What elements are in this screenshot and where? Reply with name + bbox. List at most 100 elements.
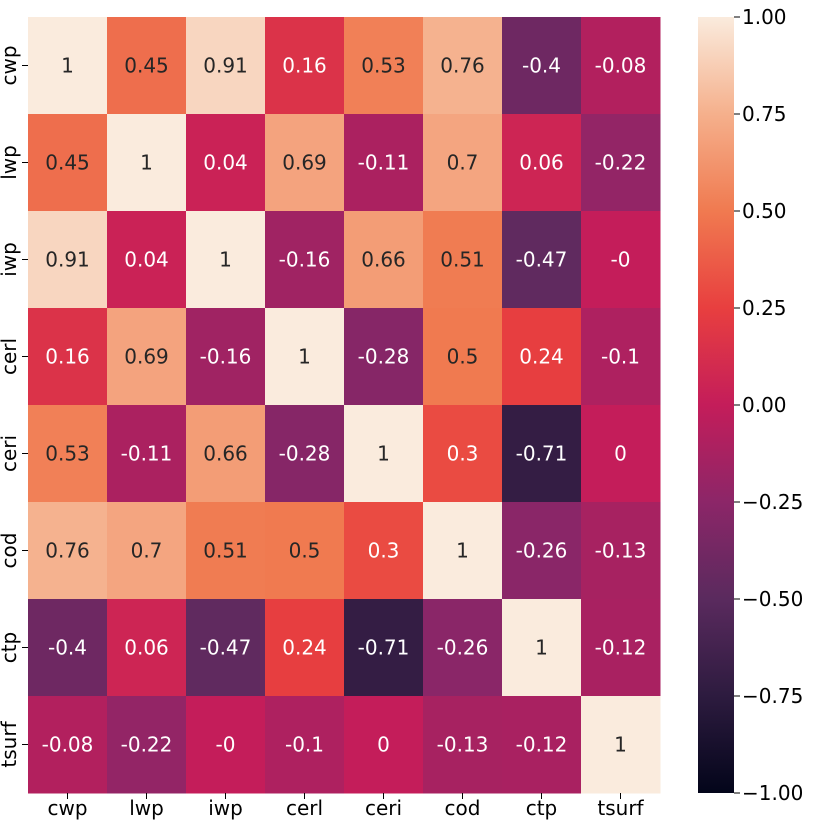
x-tick-label-ctp: ctp — [526, 796, 558, 820]
heatmap-cell-iwp-tsurf — [581, 211, 661, 309]
colorbar-gradient — [698, 17, 734, 793]
cell-label-cerl-cwp: 0.16 — [45, 345, 90, 369]
heatmap-cell-cod-cwp — [28, 502, 108, 600]
cell-label-ctp-cerl: 0.24 — [282, 636, 327, 660]
heatmap-cell-lwp-ceri — [344, 114, 424, 212]
cell-label-iwp-ctp: -0.47 — [516, 248, 568, 272]
cell-label-lwp-cerl: 0.69 — [282, 151, 327, 175]
cell-label-ctp-cwp: -0.4 — [48, 636, 87, 660]
x-tick-label-cerl: cerl — [286, 796, 323, 820]
y-tick-label-iwp: iwp — [0, 242, 21, 277]
heatmap-cell-tsurf-ceri — [344, 696, 424, 794]
heatmap-cell-lwp-cwp — [28, 114, 108, 212]
cell-label-cod-cod: 1 — [456, 539, 469, 563]
heatmap-cell-lwp-cerl — [265, 114, 345, 212]
heatmap-cell-iwp-iwp — [186, 211, 266, 309]
cell-label-cwp-cerl: 0.16 — [282, 54, 327, 78]
cell-label-cod-ctp: -0.26 — [516, 539, 568, 563]
heatmap-cell-ctp-cerl — [265, 599, 345, 697]
y-axis-tick-labels: cwp lwp iwp cerl ceri cod ctp tsurf — [0, 45, 28, 768]
heatmap-cell-cod-ceri — [344, 502, 424, 600]
x-tick-label-ceri: ceri — [365, 796, 402, 820]
cell-label-tsurf-cerl: -0.1 — [285, 733, 324, 757]
cell-label-cod-cerl: 0.5 — [289, 539, 321, 563]
heatmap-cell-tsurf-tsurf — [581, 696, 661, 794]
heatmap-cell-cwp-cod — [423, 17, 503, 115]
y-tick-label-ceri: ceri — [0, 435, 21, 472]
cell-label-tsurf-cod: -0.13 — [437, 733, 489, 757]
heatmap-cell-cerl-tsurf — [581, 308, 661, 406]
heatmap-cell-iwp-lwp — [107, 211, 187, 309]
heatmap-cell-ceri-ctp — [502, 405, 582, 503]
x-axis-tick-labels: cwp lwp iwp cerl ceri cod ctp tsurf — [47, 793, 645, 820]
cell-label-ceri-tsurf: 0 — [614, 442, 627, 466]
cell-label-ctp-ctp: 1 — [535, 636, 548, 660]
heatmap-cell-ceri-tsurf — [581, 405, 661, 503]
heatmap-cell-iwp-ctp — [502, 211, 582, 309]
cell-label-lwp-lwp: 1 — [140, 151, 153, 175]
y-tick-label-cerl: cerl — [0, 338, 21, 375]
heatmap-cell-cod-lwp — [107, 502, 187, 600]
heatmap-cell-ctp-cwp — [28, 599, 108, 697]
colorbar-tick-label: −0.75 — [742, 684, 803, 708]
cell-label-cod-ceri: 0.3 — [368, 539, 400, 563]
heatmap-cell-lwp-tsurf — [581, 114, 661, 212]
cell-label-cod-cwp: 0.76 — [45, 539, 90, 563]
cell-label-ctp-cod: -0.26 — [437, 636, 489, 660]
heatmap-cell-iwp-cwp — [28, 211, 108, 309]
heatmap-cell-lwp-lwp — [107, 114, 187, 212]
heatmap-cell-cerl-cwp — [28, 308, 108, 406]
heatmap-cell-iwp-ceri — [344, 211, 424, 309]
colorbar-tick-label: 0.00 — [742, 393, 787, 417]
cell-label-ctp-iwp: -0.47 — [200, 636, 252, 660]
heatmap-cell-cerl-ceri — [344, 308, 424, 406]
heatmap-cell-lwp-cod — [423, 114, 503, 212]
heatmap-cell-ctp-tsurf — [581, 599, 661, 697]
heatmap-cell-cwp-cerl — [265, 17, 345, 115]
cell-label-ctp-tsurf: -0.12 — [595, 636, 647, 660]
heatmap-cell-ctp-iwp — [186, 599, 266, 697]
cell-label-cerl-cod: 0.5 — [447, 345, 479, 369]
y-tick-label-ctp: ctp — [0, 632, 21, 664]
heatmap-cell-tsurf-lwp — [107, 696, 187, 794]
heatmap-cell-cerl-iwp — [186, 308, 266, 406]
cell-label-cwp-iwp: 0.91 — [203, 54, 248, 78]
x-tick-label-iwp: iwp — [208, 796, 243, 820]
y-tick-label-cod: cod — [0, 533, 21, 569]
cell-label-ceri-iwp: 0.66 — [203, 442, 248, 466]
cell-label-ceri-ceri: 1 — [377, 442, 390, 466]
colorbar-tick-label: 0.25 — [742, 296, 787, 320]
cell-label-lwp-cwp: 0.45 — [45, 151, 90, 175]
heatmap-cell-ceri-ceri — [344, 405, 424, 503]
heatmap-cell-ceri-lwp — [107, 405, 187, 503]
cell-label-cod-iwp: 0.51 — [203, 539, 248, 563]
cell-label-iwp-cod: 0.51 — [440, 248, 485, 272]
x-tick-label-cod: cod — [445, 796, 481, 820]
heatmap-cell-cwp-iwp — [186, 17, 266, 115]
heatmap-cell-lwp-ctp — [502, 114, 582, 212]
heatmap-cell-tsurf-cwp — [28, 696, 108, 794]
cell-label-iwp-ceri: 0.66 — [361, 248, 406, 272]
cell-label-lwp-iwp: 0.04 — [203, 151, 248, 175]
cell-label-cwp-tsurf: -0.08 — [595, 54, 647, 78]
cell-label-cwp-cod: 0.76 — [440, 54, 485, 78]
cell-label-cerl-cerl: 1 — [298, 345, 311, 369]
heatmap-cell-ctp-ctp — [502, 599, 582, 697]
colorbar-tick-label: 1.00 — [742, 5, 787, 29]
heatmap-cell-ctp-cod — [423, 599, 503, 697]
heatmap-cell-ceri-cwp — [28, 405, 108, 503]
cell-label-cod-tsurf: -0.13 — [595, 539, 647, 563]
cell-label-ctp-lwp: 0.06 — [124, 636, 169, 660]
heatmap-cell-tsurf-ctp — [502, 696, 582, 794]
heatmap-cell-cerl-lwp — [107, 308, 187, 406]
y-tick-label-lwp: lwp — [0, 145, 21, 180]
heatmap-cell-cwp-ctp — [502, 17, 582, 115]
cell-label-tsurf-ceri: 0 — [377, 733, 390, 757]
heatmap-cell-cerl-cod — [423, 308, 503, 406]
heatmap-cell-cod-tsurf — [581, 502, 661, 600]
cell-label-cwp-lwp: 0.45 — [124, 54, 169, 78]
heatmap-cells — [28, 17, 661, 794]
heatmap-cell-ceri-cod — [423, 405, 503, 503]
cell-label-tsurf-tsurf: 1 — [614, 733, 627, 757]
heatmap-cell-cod-cod — [423, 502, 503, 600]
